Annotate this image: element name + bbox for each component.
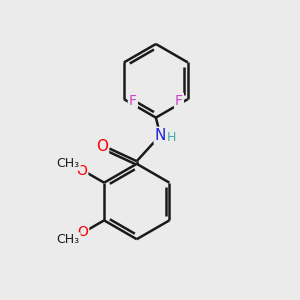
Text: CH₃: CH₃ — [56, 233, 80, 246]
Text: CH₃: CH₃ — [56, 157, 80, 170]
Text: F: F — [175, 94, 183, 108]
Text: O: O — [76, 164, 87, 178]
Text: F: F — [129, 94, 137, 108]
Text: O: O — [77, 225, 88, 239]
Text: O: O — [96, 139, 108, 154]
Text: N: N — [154, 128, 166, 143]
Text: H: H — [167, 131, 176, 144]
